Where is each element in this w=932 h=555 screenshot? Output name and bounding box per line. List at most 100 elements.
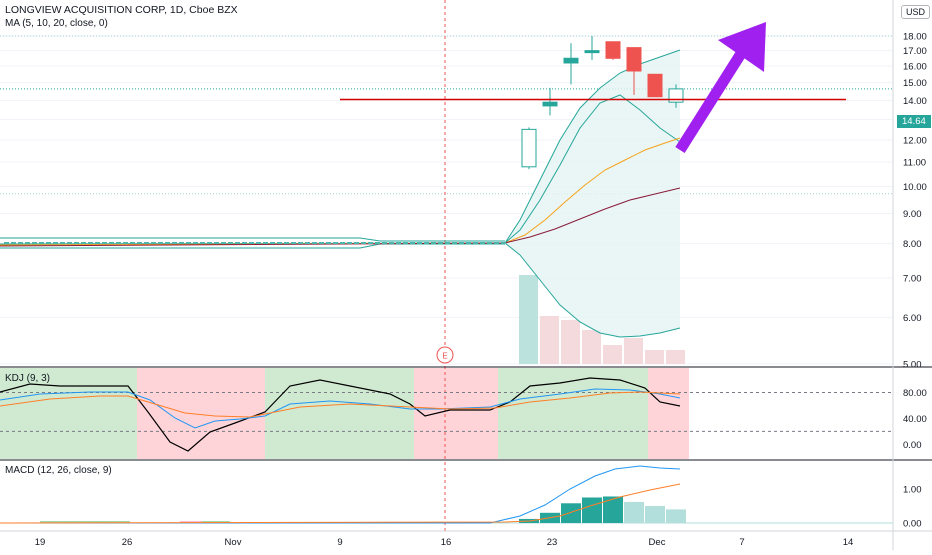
candle-body [95,242,100,244]
candle-body [235,242,240,244]
candle-body [256,242,261,244]
macd-histogram-bar [40,521,130,523]
candle-body [60,242,65,244]
candle-body [172,242,177,244]
candle-body [291,242,296,244]
candle-body [109,242,114,244]
candle-body [473,242,478,244]
candle-body [207,242,212,244]
trend-arrow-shaft [675,49,747,153]
trend-arrow-head [718,22,766,72]
candle-body [382,242,387,244]
currency-button[interactable]: USD [901,5,931,19]
candle-body [626,47,642,72]
macd-legend: MACD (12, 26, close, 9) [5,465,112,476]
candle-body [4,242,9,244]
chart-title: LONGVIEW ACQUISITION CORP, 1D, Cboe BZX [5,4,238,16]
price-tick-label: 10.00 [903,182,927,193]
kdj-j-line [0,391,681,418]
candle-body [298,242,303,244]
x-tick-label: 16 [441,537,452,548]
candle-body [368,242,373,244]
volume-bar [603,345,622,364]
candle-body [445,242,450,244]
bollinger-lower-line [504,242,681,338]
candle-body [312,242,317,244]
candle-body [487,242,492,244]
price-tick-label: 9.00 [903,209,922,220]
candle-body [431,242,436,244]
candle-body [459,242,464,244]
kdj-zone [648,368,689,459]
candle-body [521,128,537,168]
candle-body [389,242,394,244]
candle-body [501,242,506,244]
candle-body [144,242,149,244]
candle-body [277,242,282,244]
ma20-line [0,187,681,247]
candle-body [130,242,135,244]
volume-bar [624,338,643,364]
candle-body [494,242,499,244]
volume-bar [540,316,559,364]
volume-bar [582,330,601,364]
candle-body [179,242,184,244]
x-tick-label: 14 [843,537,854,548]
volume-bar [561,320,580,364]
candle-body [165,242,170,244]
macd-tick-label: 1.00 [903,485,922,496]
candle-body [584,50,600,54]
candle-body [25,242,30,244]
candle-body [354,242,359,244]
x-tick-label: 7 [739,537,744,548]
candle-body [214,242,219,244]
candle-body [123,242,128,244]
candle-body [137,242,142,244]
candle-body [424,242,429,244]
x-tick-label: 19 [35,537,46,548]
candle-body [186,242,191,244]
macd-histogram-bar [666,509,686,523]
kdj-zone [414,368,498,459]
candle-body [305,242,310,244]
candle-body [18,242,23,244]
macd-signal-line [0,483,681,524]
volume-bar [645,350,664,364]
ma10-line [0,137,681,246]
earnings-marker-label: E [442,352,447,361]
price-tick-label: 14.00 [903,96,927,107]
price-tick-label: 8.00 [903,239,922,250]
candle-body [67,242,72,244]
candle-body [270,242,275,244]
candle-body [347,242,352,244]
macd-histogram-bar [180,521,202,523]
candle-body [333,242,338,244]
price-tick-label: 7.00 [903,273,922,284]
candle-body [102,242,107,244]
x-tick-label: 23 [547,537,558,548]
price-tick-label: 17.00 [903,46,927,57]
price-tick-label: 6.00 [903,313,922,324]
candle-body [396,242,401,244]
volume-bar [519,275,538,364]
candle-body [32,242,37,244]
price-tick-label: 16.00 [903,62,927,73]
macd-histogram-bar [561,503,581,523]
bollinger-band-fill [505,50,680,337]
candle-body [39,242,44,244]
candle-body [263,242,268,244]
macd-line [0,465,681,524]
candle-body [340,242,345,244]
candle-body [221,242,226,244]
candle-body [326,242,331,244]
kdj-zone [137,368,265,459]
macd-tick-label: 0.00 [903,519,922,530]
candle-body [284,242,289,244]
candle-body [228,242,233,244]
price-tick-label: 15.00 [903,78,927,89]
candle-body [193,242,198,244]
volume-bar [666,350,685,364]
x-tick-label: Nov [225,537,242,548]
x-tick-label: 26 [122,537,133,548]
candle-body [242,242,247,244]
